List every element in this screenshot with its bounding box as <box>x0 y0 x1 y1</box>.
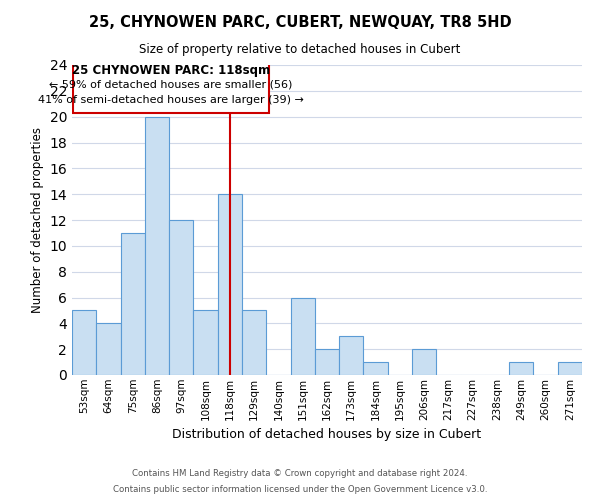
Bar <box>242 310 266 375</box>
Text: Contains public sector information licensed under the Open Government Licence v3: Contains public sector information licen… <box>113 485 487 494</box>
Bar <box>315 349 339 375</box>
Text: Size of property relative to detached houses in Cubert: Size of property relative to detached ho… <box>139 42 461 56</box>
Bar <box>145 116 169 375</box>
Bar <box>290 298 315 375</box>
Bar <box>364 362 388 375</box>
Text: Contains HM Land Registry data © Crown copyright and database right 2024.: Contains HM Land Registry data © Crown c… <box>132 468 468 477</box>
Bar <box>412 349 436 375</box>
Bar <box>558 362 582 375</box>
Text: ← 59% of detached houses are smaller (56): ← 59% of detached houses are smaller (56… <box>49 80 293 90</box>
Bar <box>509 362 533 375</box>
X-axis label: Distribution of detached houses by size in Cubert: Distribution of detached houses by size … <box>172 428 482 441</box>
Bar <box>121 233 145 375</box>
Bar <box>193 310 218 375</box>
Bar <box>96 324 121 375</box>
Bar <box>73 58 269 113</box>
Bar <box>72 310 96 375</box>
Text: 25 CHYNOWEN PARC: 118sqm: 25 CHYNOWEN PARC: 118sqm <box>72 64 270 76</box>
Y-axis label: Number of detached properties: Number of detached properties <box>31 127 44 313</box>
Bar <box>339 336 364 375</box>
Bar <box>218 194 242 375</box>
Text: 41% of semi-detached houses are larger (39) →: 41% of semi-detached houses are larger (… <box>38 95 304 105</box>
Text: 25, CHYNOWEN PARC, CUBERT, NEWQUAY, TR8 5HD: 25, CHYNOWEN PARC, CUBERT, NEWQUAY, TR8 … <box>89 15 511 30</box>
Bar <box>169 220 193 375</box>
